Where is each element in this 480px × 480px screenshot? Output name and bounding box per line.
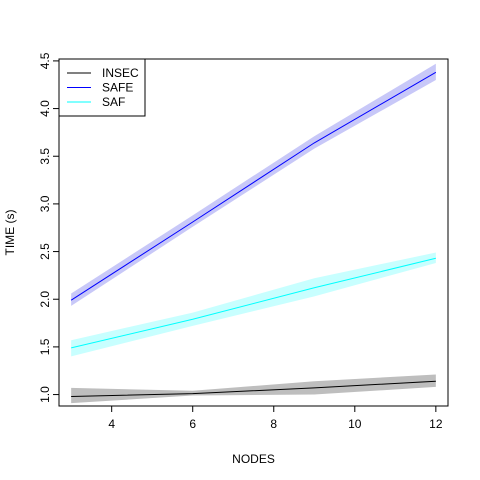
- x-tick-label: 8: [270, 417, 277, 431]
- y-tick-label: 2.0: [38, 291, 52, 308]
- confidence-bands: [71, 63, 436, 404]
- y-tick-label: 4.5: [38, 52, 52, 69]
- data-point-saf: [434, 257, 437, 260]
- data-point-safe: [70, 299, 73, 302]
- data-point-saf: [70, 346, 73, 349]
- x-tick-label: 6: [189, 417, 196, 431]
- data-point-insec: [434, 380, 437, 383]
- data-point-safe: [313, 141, 316, 144]
- data-point-safe: [434, 71, 437, 74]
- y-tick-label: 3.5: [38, 148, 52, 165]
- band-insec: [71, 374, 436, 404]
- legend-label-saf: SAF: [102, 95, 125, 109]
- x-tick-label: 4: [108, 417, 115, 431]
- band-safe: [71, 63, 436, 306]
- data-point-saf: [191, 318, 194, 321]
- series-line-safe: [70, 71, 437, 301]
- x-axis-label: NODES: [232, 452, 275, 466]
- data-point-saf: [313, 286, 316, 289]
- data-point-insec: [313, 386, 316, 389]
- data-point-insec: [191, 392, 194, 395]
- band-saf: [71, 252, 436, 357]
- data-point-insec: [70, 395, 73, 398]
- y-tick-label: 3.0: [38, 195, 52, 212]
- x-axis: 4 6 8 10 12: [108, 405, 443, 431]
- data-point-safe: [191, 221, 194, 224]
- y-tick-label: 1.5: [38, 338, 52, 355]
- x-tick-label: 12: [429, 417, 443, 431]
- series-line-saf: [71, 257, 436, 349]
- series-lines: [70, 71, 437, 398]
- legend-label-insec: INSEC: [102, 66, 139, 80]
- series-line-insec: [71, 380, 436, 397]
- legend-label-safe: SAFE: [102, 81, 133, 95]
- y-tick-label: 1.0: [38, 386, 52, 403]
- y-tick-label: 4.0: [38, 100, 52, 117]
- y-axis-label: TIME (s): [3, 210, 17, 256]
- y-axis: 1.0 1.5 2.0 2.5 3.0 3.5 4.0 4.5: [38, 52, 60, 403]
- y-tick-label: 2.5: [38, 243, 52, 260]
- x-tick-label: 10: [348, 417, 362, 431]
